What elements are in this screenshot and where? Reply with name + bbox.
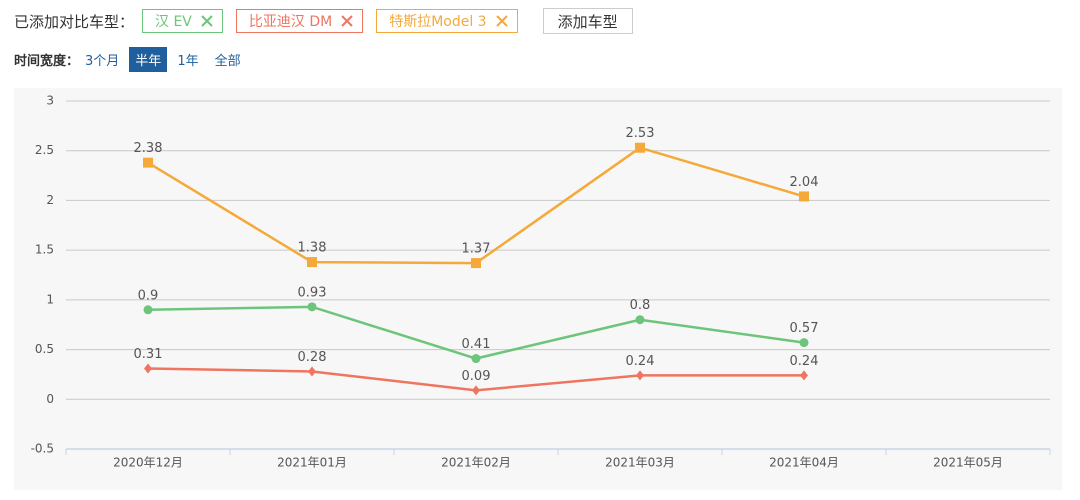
add-button[interactable]: 添加车型 [542, 8, 633, 34]
tag-text: 汉 EV [155, 14, 192, 30]
remove-icon[interactable] [495, 14, 509, 28]
time-label: 时间宽度： [14, 53, 80, 69]
point [799, 191, 809, 202]
remove-cross [495, 15, 508, 27]
x-tick-label: 2021年01月 [277, 456, 347, 470]
x-tick-label: 2021年02月 [441, 456, 511, 470]
data-label: 0.28 [298, 350, 327, 365]
remove-cross [201, 15, 213, 27]
y-tick-label: 3 [46, 94, 54, 108]
remove-cross [341, 15, 353, 27]
data-label: 2.04 [790, 175, 819, 190]
data-label: 0.8 [630, 298, 651, 313]
x-tick-label: 2021年04月 [769, 456, 839, 470]
y-tick-label: 1 [46, 292, 54, 306]
data-label: 0.31 [134, 347, 163, 362]
point [143, 157, 153, 168]
time-bar: 时间宽度： 3个月 半年 1年 全部 [14, 46, 251, 72]
time-options: 3个月 半年 1年 全部 [79, 46, 251, 72]
data-label: 0.09 [462, 369, 491, 384]
time-option[interactable]: 全部 [214, 53, 241, 69]
time-option[interactable]: 1年 [177, 53, 199, 69]
point [800, 370, 808, 381]
data-label: 0.24 [626, 354, 655, 369]
data-label: 0.9 [138, 288, 159, 303]
tag-text: 比亚迪汉 DM [248, 14, 333, 30]
data-label: 2.38 [134, 141, 163, 156]
point [635, 315, 645, 325]
tag-text: 特斯拉Model 3 [389, 14, 487, 30]
point [636, 370, 644, 381]
chart-background [14, 88, 1062, 490]
y-tick-label: 2 [46, 193, 54, 207]
point [143, 305, 153, 315]
compare-tag[interactable]: 特斯拉Model 3 [376, 9, 518, 33]
point [635, 142, 645, 153]
point [471, 354, 481, 364]
compare-tag[interactable]: 比亚迪汉 DM [235, 9, 364, 33]
data-label: 1.37 [462, 242, 491, 257]
y-tick-label: 2.5 [35, 143, 54, 157]
data-label: 0.41 [462, 337, 491, 352]
data-label: 0.93 [298, 285, 327, 300]
x-tick-label: 2021年03月 [605, 456, 675, 470]
compare-tag[interactable]: 汉 EV [142, 9, 223, 33]
data-label: 0.57 [790, 321, 819, 336]
point [799, 338, 809, 348]
point [308, 366, 316, 377]
data-label: 1.38 [298, 241, 327, 256]
point [307, 257, 317, 268]
y-tick-label: 0 [46, 392, 54, 406]
tag-list: 汉 EV 比亚迪汉 DM 特斯拉Model 3 [142, 9, 531, 33]
remove-icon[interactable] [200, 14, 214, 28]
point [472, 385, 480, 396]
y-tick-label: 0.5 [35, 342, 54, 356]
compare-bar: 已添加对比车型： 汉 EV 比亚迪汉 DM 特斯拉Model 3 添加车型 [14, 8, 633, 34]
point [307, 302, 317, 312]
point [471, 258, 481, 269]
x-tick-label: 2021年05月 [933, 456, 1003, 470]
point [144, 363, 152, 374]
time-option[interactable]: 半年 [129, 46, 168, 72]
y-tick-label: -0.5 [31, 442, 54, 456]
data-label: 0.24 [790, 354, 819, 369]
y-tick-label: 1.5 [35, 243, 54, 257]
time-option[interactable]: 3个月 [85, 53, 120, 69]
x-tick-label: 2020年12月 [113, 456, 183, 470]
remove-icon[interactable] [340, 14, 354, 28]
compare-label: 已添加对比车型： [14, 12, 135, 31]
data-label: 2.53 [626, 126, 655, 141]
